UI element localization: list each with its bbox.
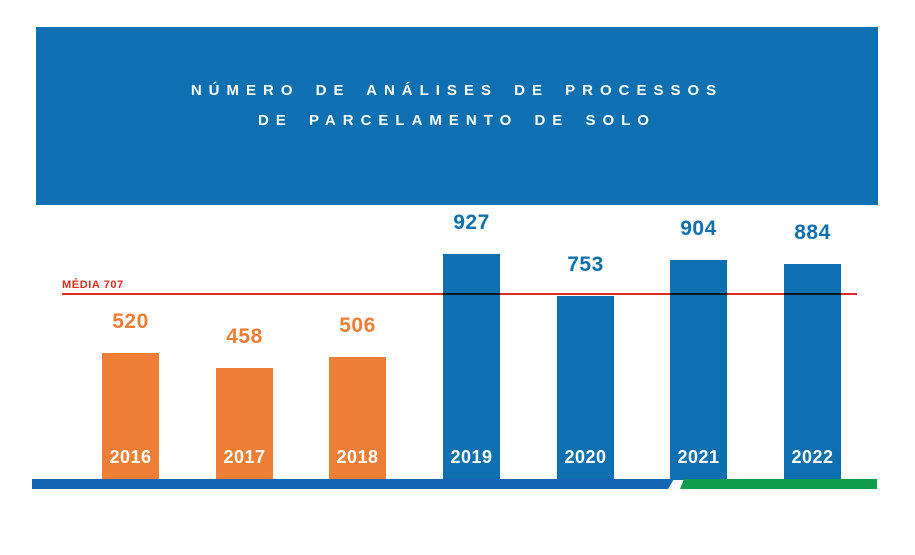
bar-value-label-2018: 506 [339, 314, 376, 337]
bar-year-label-2016: 2016 [109, 447, 152, 467]
bar-2022: 2022 [784, 264, 841, 480]
chart-title-banner: NÚMERO DE ANÁLISES DE PROCESSOS DE PARCE… [36, 27, 878, 205]
bar-2021: 2021 [670, 260, 727, 480]
bar-value-label-2021: 904 [680, 217, 717, 240]
bar-value-label-2020: 753 [567, 253, 604, 276]
footer-accent-bar-blue [32, 479, 674, 489]
bar-value-label-2022: 884 [794, 221, 831, 244]
bar-2016: 2016 [102, 353, 159, 480]
bar-year-label-2019: 2019 [450, 447, 493, 467]
bar-value-label-2017: 458 [226, 325, 263, 348]
chart-title-line-2: DE PARCELAMENTO DE SOLO [258, 112, 656, 129]
bar-value-label-2019: 927 [453, 211, 490, 234]
bar-value-label-2016: 520 [112, 310, 149, 333]
bar-year-label-2017: 2017 [223, 447, 266, 467]
average-label: MÉDIA 707 [62, 279, 124, 291]
bar-2020: 2020 [557, 296, 614, 480]
bar-chart: 2016 520 2017 458 2018 506 2019 927 2020 753 2021 9… [0, 205, 915, 480]
chart-title-line-1: NÚMERO DE ANÁLISES DE PROCESSOS [190, 82, 724, 99]
bar-year-label-2022: 2022 [791, 447, 834, 467]
average-line [62, 293, 857, 295]
bar-year-label-2020: 2020 [564, 447, 607, 467]
bar-2018: 2018 [329, 357, 386, 480]
bar-2017: 2017 [216, 368, 273, 480]
bar-2019: 2019 [443, 254, 500, 480]
bar-year-label-2021: 2021 [677, 447, 720, 467]
bar-year-label-2018: 2018 [336, 447, 379, 467]
footer-accent-bar-green [680, 479, 877, 489]
